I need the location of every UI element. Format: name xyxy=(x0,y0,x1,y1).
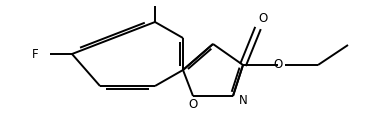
Text: O: O xyxy=(259,11,267,24)
Text: O: O xyxy=(188,99,198,112)
Text: F: F xyxy=(32,48,38,60)
Text: O: O xyxy=(273,58,283,71)
Text: N: N xyxy=(238,93,247,106)
